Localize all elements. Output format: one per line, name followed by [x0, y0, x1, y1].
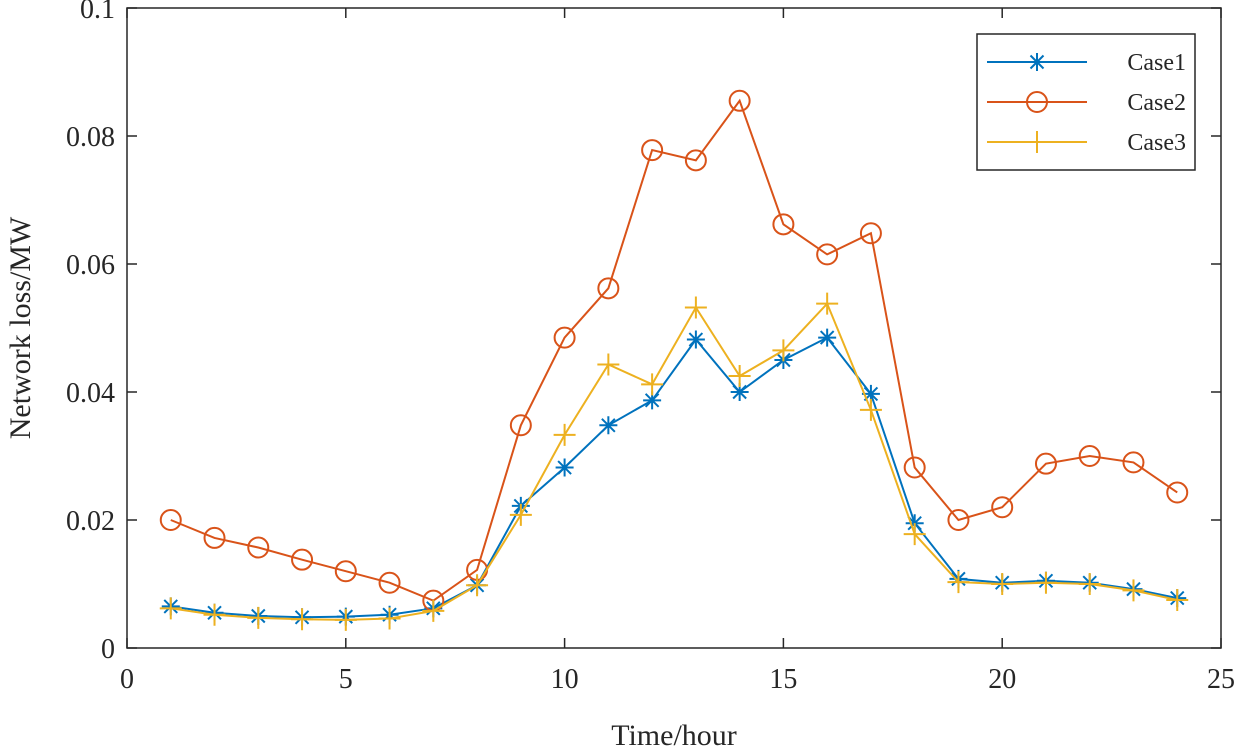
- data-point: [816, 292, 839, 315]
- y-axis-label: Network loss/MW: [4, 216, 37, 439]
- data-point: [466, 574, 489, 597]
- legend-item: Case1: [987, 50, 1186, 76]
- x-tick-label: 15: [769, 664, 797, 695]
- x-tick-label: 5: [339, 664, 353, 695]
- data-point: [1034, 452, 1057, 475]
- data-point: [334, 560, 357, 583]
- data-point: [378, 607, 401, 630]
- y-tick-label: 0.06: [66, 250, 115, 281]
- data-point: [203, 526, 226, 549]
- x-tick-label: 10: [551, 664, 579, 695]
- data-point: [772, 339, 795, 362]
- data-point: [859, 398, 882, 421]
- data-point: [1166, 589, 1189, 611]
- series-line: [170, 336, 1178, 619]
- data-point: [772, 213, 795, 236]
- data-point: [947, 509, 970, 531]
- data-point: [597, 277, 620, 300]
- legend-marker: [1028, 53, 1046, 71]
- data-point: [1034, 571, 1057, 594]
- y-tick-label: 0.04: [66, 378, 115, 409]
- series-line: [170, 301, 1178, 621]
- data-point: [599, 416, 618, 435]
- data-point: [247, 606, 270, 629]
- data-point: [378, 571, 401, 594]
- series-case3: [159, 292, 1189, 631]
- data-point: [861, 384, 880, 403]
- data-point: [159, 597, 182, 620]
- legend-label: Case1: [1127, 50, 1186, 76]
- legend-marker: [1026, 91, 1048, 113]
- plot-frame: [126, 7, 1222, 649]
- data-point: [643, 391, 662, 410]
- data-point: [1122, 579, 1145, 602]
- legend-label: Case2: [1127, 90, 1186, 116]
- x-tick-label: 0: [120, 664, 134, 695]
- data-point: [991, 573, 1014, 595]
- series-line: [170, 98, 1178, 602]
- data-point: [641, 139, 664, 162]
- legend-marker: [1026, 131, 1048, 153]
- data-point: [291, 548, 314, 571]
- data-point: [903, 456, 926, 479]
- y-tick-label: 0.1: [80, 0, 115, 25]
- legend-item: Case2: [987, 90, 1186, 116]
- legend: Case1 Case2 Case3: [976, 33, 1196, 171]
- data-point: [597, 353, 620, 376]
- data-point: [1166, 481, 1189, 504]
- data-point: [247, 536, 270, 559]
- data-point: [947, 571, 970, 594]
- data-point: [509, 414, 532, 437]
- data-point: [1078, 445, 1101, 467]
- data-point: [684, 149, 707, 172]
- data-point: [728, 365, 751, 387]
- data-point: [555, 458, 574, 477]
- data-point: [203, 603, 226, 626]
- data-point: [816, 243, 839, 266]
- data-point: [686, 330, 705, 349]
- data-point: [730, 383, 749, 401]
- data-point: [641, 373, 664, 396]
- data-point: [159, 509, 182, 531]
- legend-label: Case3: [1127, 130, 1186, 156]
- legend-item: Case3: [987, 130, 1186, 156]
- data-point: [684, 296, 707, 319]
- data-point: [903, 523, 926, 546]
- data-point: [1078, 573, 1101, 595]
- data-point: [553, 423, 576, 446]
- x-tick-label: 25: [1207, 664, 1235, 695]
- data-point: [859, 222, 882, 245]
- data-point: [291, 608, 314, 631]
- data-point: [422, 599, 445, 622]
- y-tick-label: 0.02: [66, 506, 115, 537]
- y-tick-label: 0.08: [66, 122, 115, 153]
- data-point: [334, 608, 357, 631]
- y-tick-label: 0: [101, 634, 115, 665]
- x-axis-label: Time/hour: [611, 719, 737, 750]
- data-point: [553, 326, 576, 349]
- data-point: [1122, 451, 1145, 474]
- series-case2: [159, 89, 1189, 612]
- data-point: [818, 328, 837, 347]
- data-point: [509, 503, 532, 526]
- data-point: [728, 89, 751, 112]
- x-tick-label: 20: [988, 664, 1016, 695]
- data-point: [991, 496, 1014, 519]
